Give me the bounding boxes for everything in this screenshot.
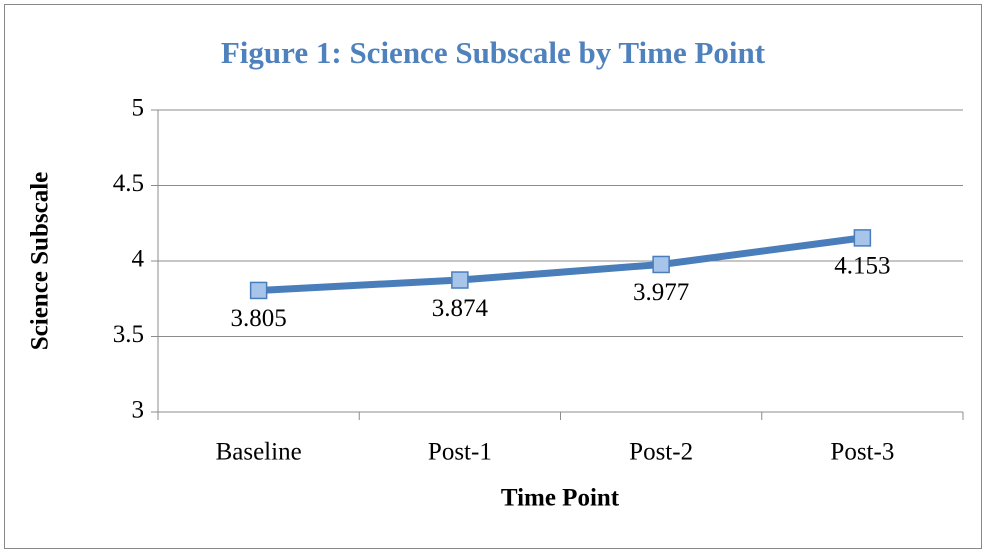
marker — [451, 271, 469, 289]
y-tick-label: 3 — [132, 397, 145, 424]
x-tick-label: Post-3 — [830, 439, 894, 466]
data-label: 3.874 — [432, 295, 489, 322]
marker — [652, 255, 670, 274]
data-label: 3.805 — [231, 305, 287, 332]
x-tick-label: Baseline — [216, 439, 302, 466]
x-tick-label: Post-1 — [428, 439, 492, 466]
y-axis-title: Science Subscale — [27, 172, 54, 350]
data-label: 3.977 — [633, 279, 689, 306]
y-tick-label: 4 — [132, 246, 145, 273]
y-tick-label: 5 — [132, 95, 145, 122]
x-axis-title: Time Point — [501, 485, 620, 512]
data-label: 4.153 — [834, 253, 890, 280]
y-tick-label: 3.5 — [113, 321, 144, 348]
marker — [853, 229, 872, 247]
x-tick-label: Post-2 — [629, 439, 693, 466]
series-line — [255, 234, 866, 294]
y-tick-label: 4.5 — [113, 170, 144, 197]
marker — [249, 281, 268, 300]
chart-title: Figure 1: Science Subscale by Time Point — [221, 35, 766, 70]
